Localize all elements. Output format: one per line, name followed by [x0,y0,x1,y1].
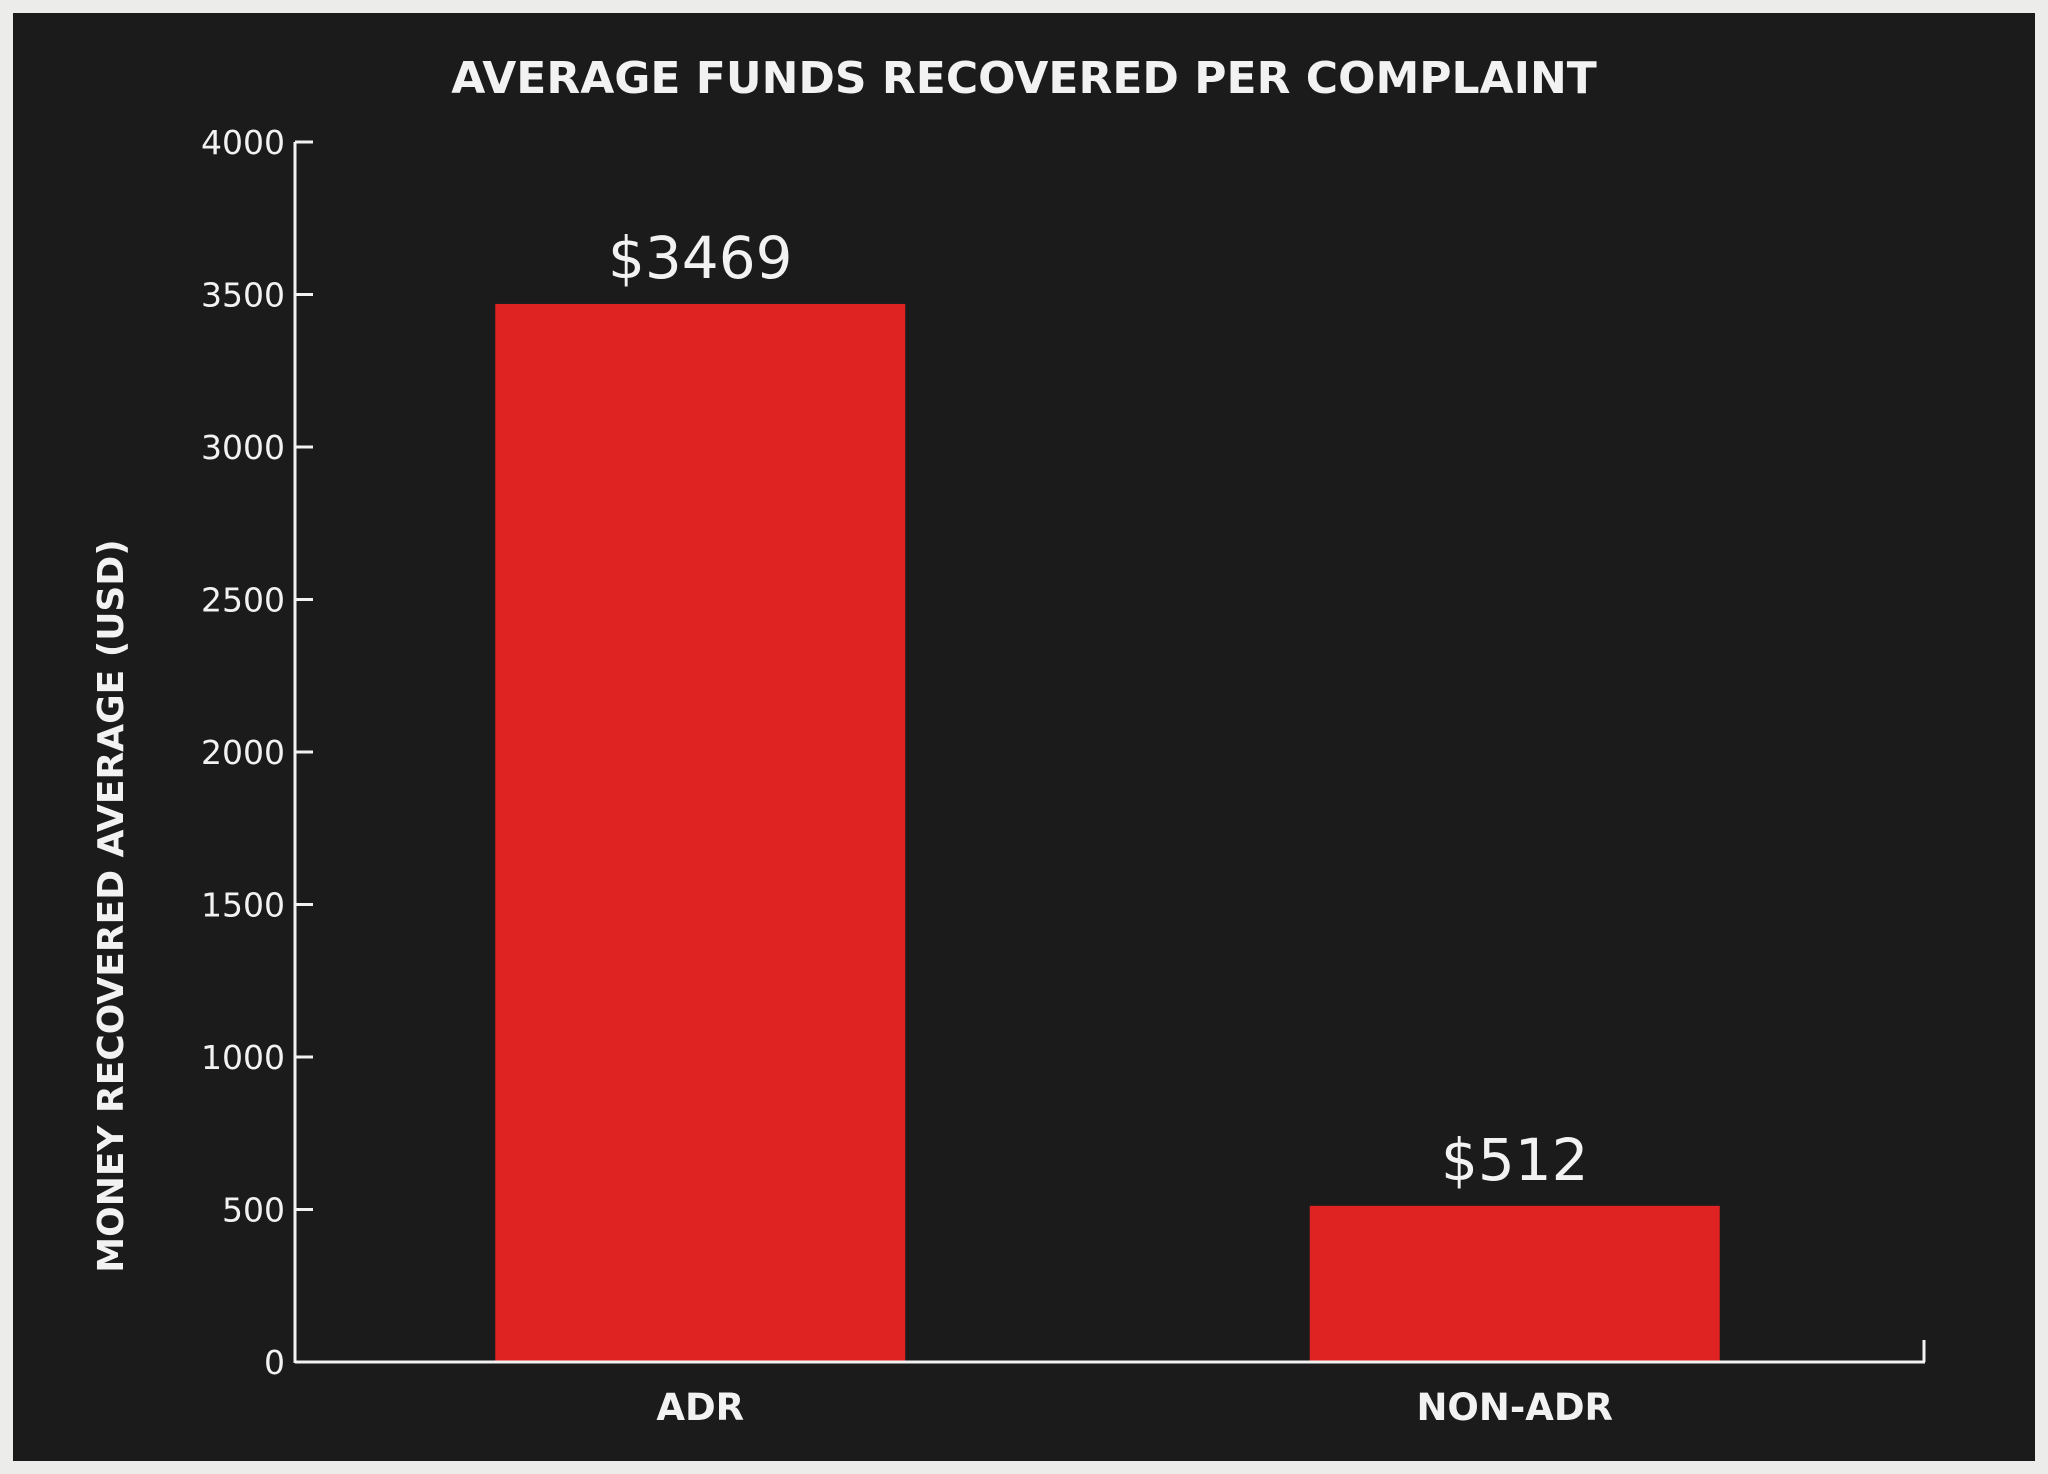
y-tick-label: 2000 [201,733,285,772]
y-tick-label: 500 [222,1191,285,1230]
y-tick-label: 2500 [201,581,285,620]
y-tick-label: 3000 [201,428,285,467]
bar-non-adr [1309,1205,1720,1362]
y-axis-ticks: 0 500 1000 1500 2000 2500 3000 3500 4000 [201,123,313,1382]
y-axis-title: MONEY RECOVERED AVERAGE (USD) [91,539,132,1272]
y-tick-label: 3500 [201,276,285,315]
x-axis-category-labels: ADR NON-ADR [656,1386,1613,1429]
x-category-label: ADR [656,1386,744,1429]
y-tick-label: 1000 [201,1038,285,1077]
bar-adr [495,303,906,1363]
chart-title: AVERAGE FUNDS RECOVERED PER COMPLAINT [451,53,1597,104]
y-tick-label: 4000 [201,123,285,162]
value-labels: $3469 $512 [608,224,1589,1194]
y-tick-label: 1500 [201,886,285,925]
x-category-label: NON-ADR [1416,1386,1613,1429]
bars [495,303,1720,1363]
bar-value-label: $512 [1441,1126,1589,1194]
y-tick-label: 0 [264,1343,285,1382]
bar-value-label: $3469 [608,224,793,292]
